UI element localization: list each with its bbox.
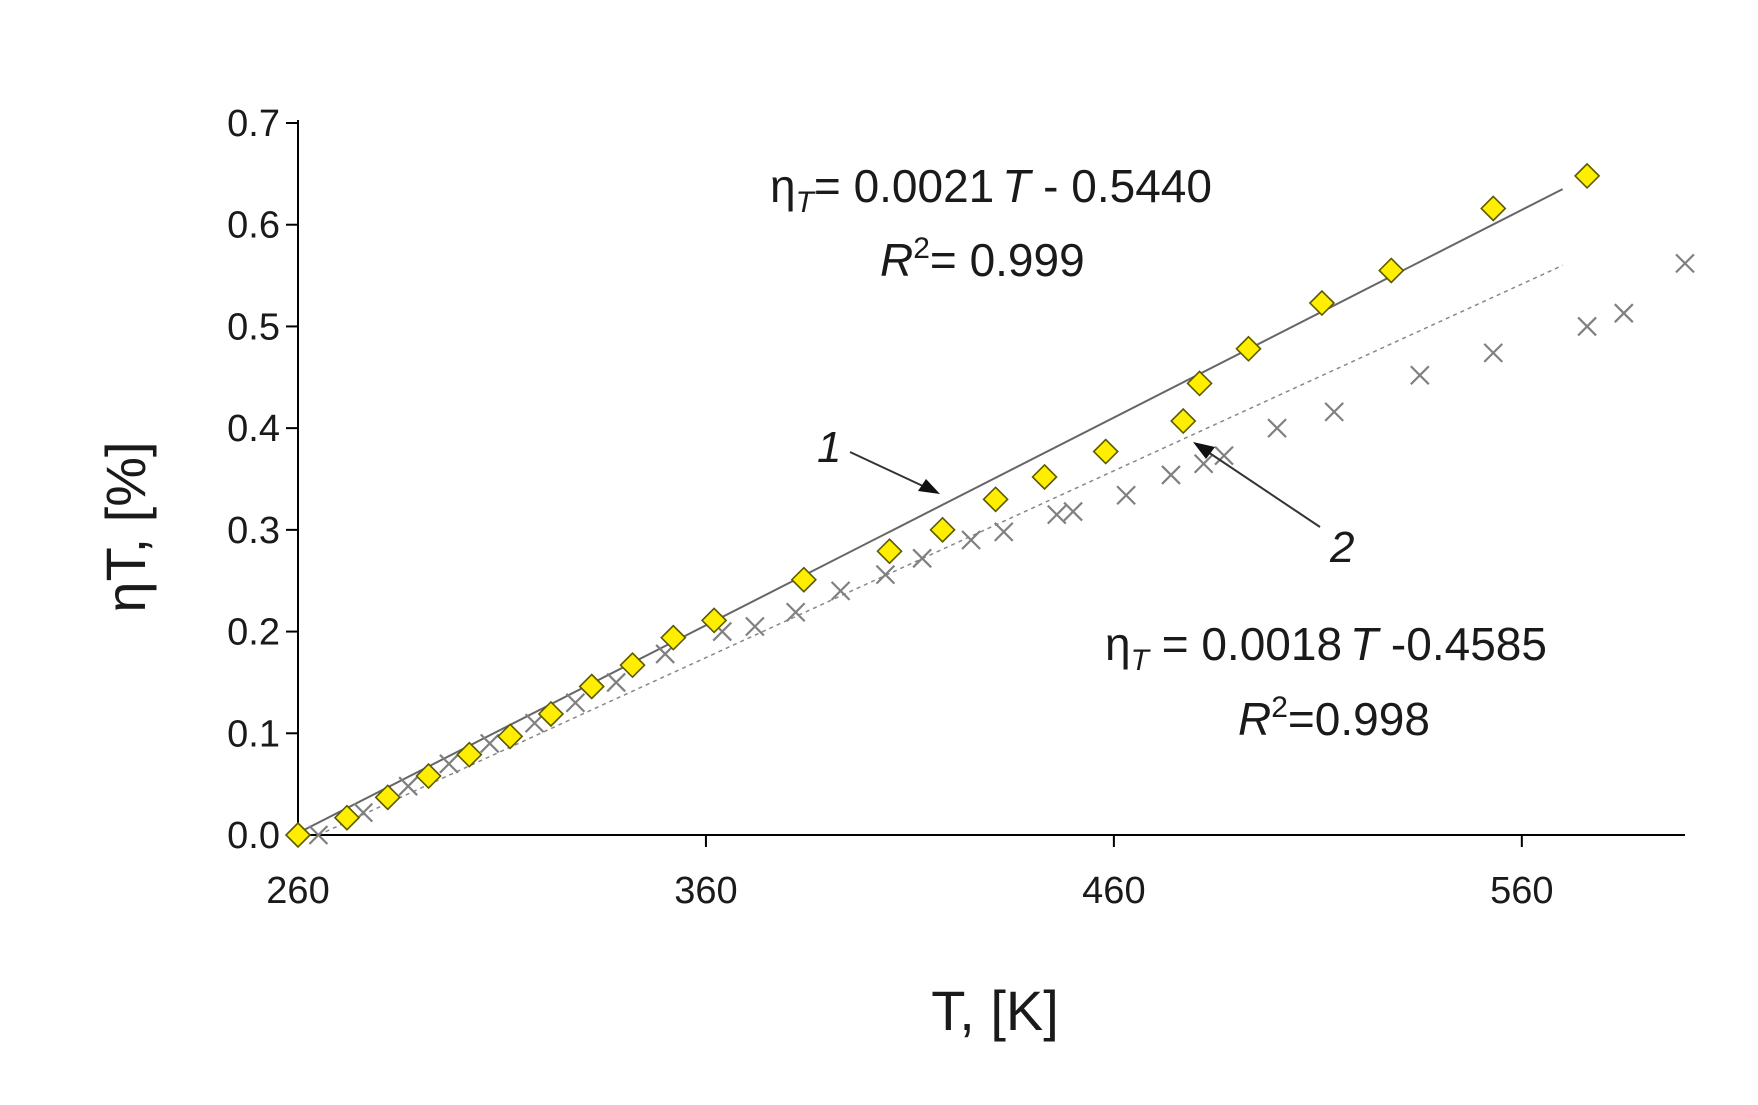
y-tick-label: 0.4: [227, 408, 280, 450]
series-1-leader-arrowhead: [918, 479, 940, 494]
series-1-diamond-marker: [496, 723, 524, 750]
series-1-equation-subscript: T: [796, 186, 817, 219]
series-2-x-marker: [1116, 485, 1136, 506]
series-2-x-marker: [1214, 445, 1234, 466]
x-tick-label: 360: [674, 870, 737, 912]
series-1-diamond-marker: [1235, 335, 1262, 362]
series-1-diamond-marker: [415, 762, 442, 790]
svg-text:R2=0.998: R2=0.998: [1238, 691, 1430, 745]
series-1-equation-lhs: η: [770, 160, 796, 212]
series-2-x-marker: [398, 776, 418, 796]
series-1-label: 1: [817, 423, 841, 472]
series-2-x-marker: [1267, 418, 1287, 438]
series-1-diamond-marker: [1480, 195, 1507, 222]
series-2-label: 2: [1329, 523, 1354, 572]
y-tick-label: 0.7: [227, 103, 280, 145]
series-2-x-marker: [785, 602, 806, 623]
series-2-equation-var: T: [1350, 618, 1381, 670]
series-2-x-marker: [1063, 501, 1083, 522]
series-2-x-marker: [1614, 303, 1634, 323]
series-1-diamond-marker: [333, 804, 361, 831]
series-2-x-marker: [479, 733, 500, 754]
series-2-x-marker: [830, 581, 851, 601]
series-2-x-marker: [1161, 465, 1181, 485]
y-tick-label: 0.1: [227, 713, 280, 755]
series-2-label-group: 2: [1193, 442, 1354, 572]
series-1-diamond-marker: [619, 652, 646, 679]
series-2-x-marker: [875, 564, 896, 585]
series-1-r2-superscript: 2: [913, 232, 930, 265]
series-1-diamond-marker: [1308, 289, 1336, 317]
y-tick-label: 0.5: [227, 306, 280, 348]
series-2-x-marker: [565, 692, 586, 713]
series-1-diamond-marker: [660, 624, 687, 651]
series-1-r2-symbol: R: [880, 234, 913, 286]
x-tick-label: 260: [266, 870, 329, 912]
series-1-r2-value: = 0.999: [930, 234, 1085, 286]
y-tick-label: 0.6: [227, 205, 280, 247]
series-1-leader-line: [849, 451, 926, 488]
y-tick-label: 0.2: [227, 612, 280, 654]
series-2-x-marker: [993, 522, 1014, 542]
series-2-x-marker: [1577, 316, 1597, 337]
series-2-equation-subscript: T: [1131, 644, 1152, 677]
series-1-diamond-marker: [284, 821, 312, 849]
series-1-diamond-marker: [700, 607, 728, 634]
series-2-r2-symbol: R: [1238, 693, 1271, 745]
series-2-r2-superscript: 2: [1271, 691, 1288, 724]
x-tick-label: 460: [1082, 870, 1145, 912]
series-2-equation-rhs1: = 0.0018: [1149, 618, 1342, 670]
series-2-x-marker: [745, 616, 765, 637]
series-2-x-marker: [308, 825, 329, 845]
series-1-diamond-marker: [929, 516, 956, 543]
series-2-x-marker: [1046, 504, 1067, 525]
series-2-x-marker: [524, 713, 545, 733]
series-2-equation-rhs2: -0.4585: [1378, 618, 1547, 670]
series-1-diamond-marker: [1092, 438, 1119, 465]
series-1-diamond-marker: [578, 673, 605, 700]
series-2-leader-line: [1204, 449, 1321, 528]
series-1-equation-var: T: [1002, 160, 1033, 212]
data-markers: [284, 162, 1695, 849]
series-2-x-marker: [1193, 453, 1214, 474]
series-2-trendline: [318, 264, 1563, 836]
series-1-equation-rhs1: = 0.0021: [814, 160, 994, 212]
series-2-equation: ηT = 0.0018 T -0.4585 R2=0.998: [1105, 618, 1547, 745]
series-2-x-marker: [1324, 402, 1344, 422]
series-1-diamond-marker: [1170, 407, 1197, 435]
series-2-r2-value: =0.998: [1288, 693, 1430, 745]
series-1-diamond-marker: [537, 700, 565, 728]
series-1-diamond-marker: [876, 538, 903, 565]
series-2-equation-lhs: η: [1105, 618, 1131, 670]
x-tick-label: 560: [1490, 870, 1553, 912]
series-1-diamond-marker: [790, 566, 817, 593]
svg-text:R2= 0.999: R2= 0.999: [880, 232, 1085, 286]
series-1-diamond-marker: [374, 784, 401, 811]
series-2-x-marker: [1410, 365, 1430, 386]
series-1-diamond-marker: [1378, 257, 1405, 284]
series-1-equation: ηT= 0.0021 T - 0.5440 R2= 0.999: [770, 160, 1212, 286]
y-tick-label: 0.3: [227, 510, 280, 552]
series-1-diamond-marker: [1573, 162, 1601, 190]
series-1-diamond-marker: [456, 741, 483, 768]
series-2-x-marker: [1483, 343, 1504, 363]
x-axis-title: T, [K]: [931, 979, 1059, 1042]
series-2-x-marker: [961, 530, 981, 550]
series-2-x-marker: [439, 754, 459, 774]
series-1-label-group: 1: [817, 423, 940, 494]
series-2-x-marker: [1675, 253, 1695, 274]
y-axis-title: ηT, [%]: [94, 441, 157, 612]
series-2-x-marker: [606, 672, 626, 693]
series-2-leader-arrowhead: [1193, 442, 1215, 459]
plot-axes: 0.0 0.1 0.2 0.3 0.4 0.5 0.6 0.7 260 360 460 560: [227, 103, 1685, 912]
series-1-diamond-marker: [1031, 463, 1058, 491]
series-1-diamond-marker: [982, 486, 1009, 513]
y-tick-label: 0.0: [227, 815, 280, 857]
series-2-x-marker: [912, 548, 932, 569]
series-1-equation-rhs2: - 0.5440: [1030, 160, 1212, 212]
series-1-diamond-marker: [1186, 370, 1213, 397]
